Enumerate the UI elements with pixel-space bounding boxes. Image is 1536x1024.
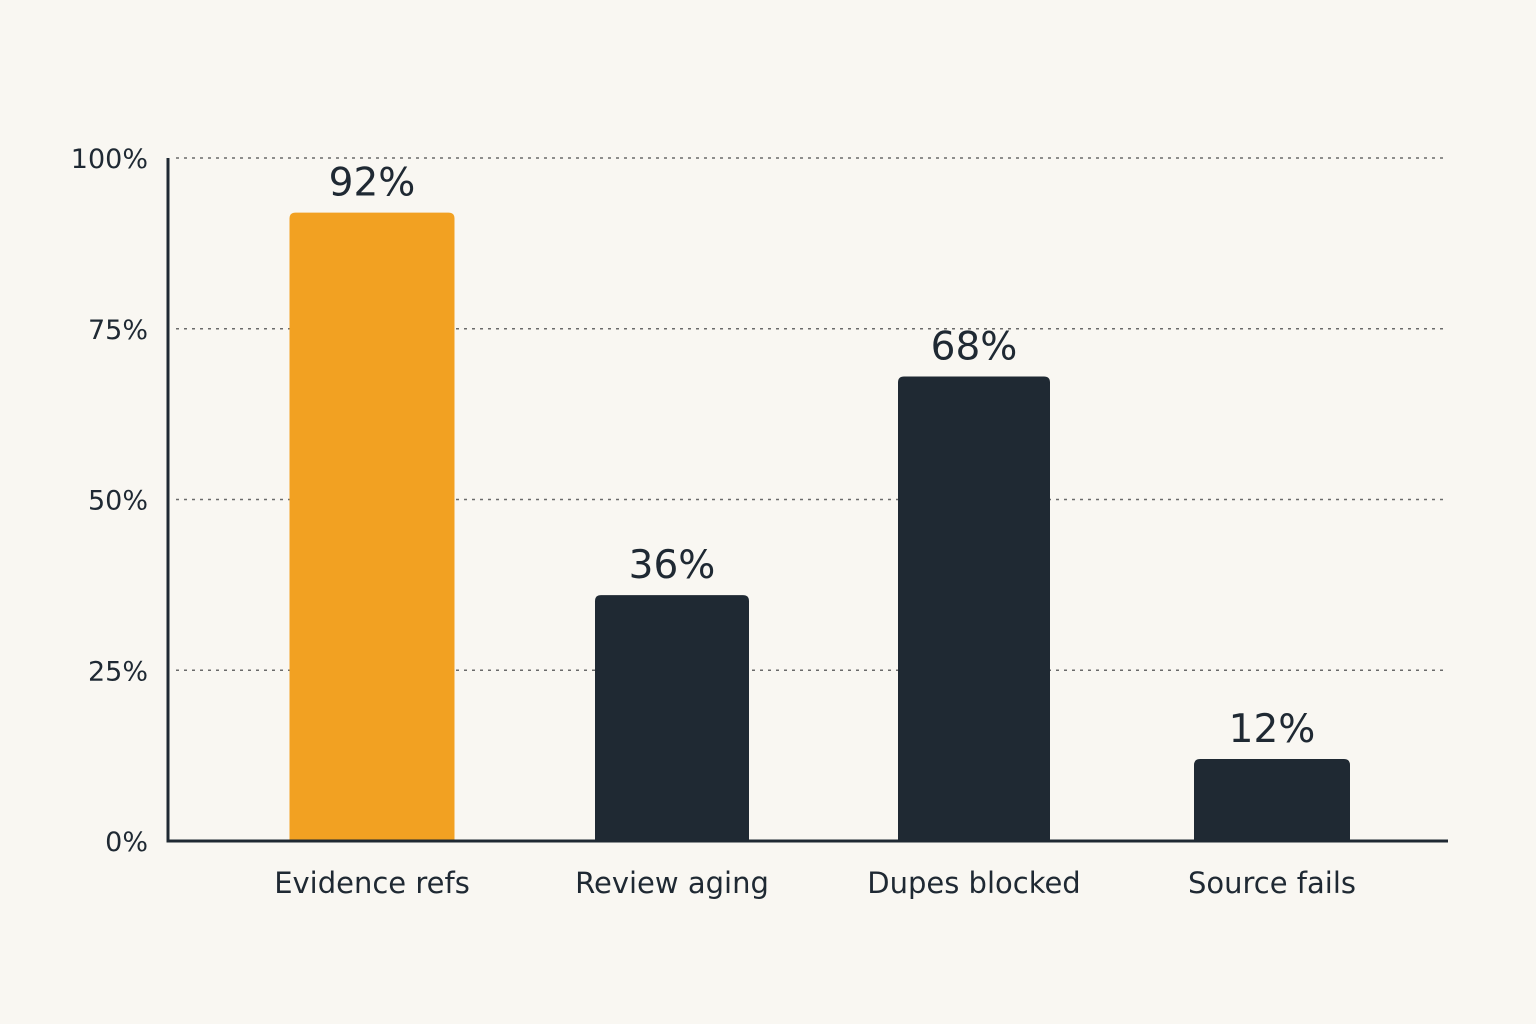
value-label: 36%: [629, 543, 716, 588]
y-tick-label: 100%: [71, 144, 148, 175]
y-tick-label: 50%: [88, 486, 148, 517]
category-label: Source fails: [1188, 866, 1356, 900]
category-labels: Evidence refs Review aging Dupes blocked So…: [274, 866, 1356, 900]
value-label: 92%: [329, 161, 416, 206]
bars: [289, 212, 1350, 841]
category-label: Dupes blocked: [867, 866, 1080, 900]
y-tick-label: 25%: [88, 656, 148, 687]
axes: [166, 158, 1448, 843]
y-tick-labels: 0% 25% 50% 75% 100%: [71, 144, 148, 858]
y-tick-label: 75%: [88, 315, 148, 346]
y-tick-label: 0%: [105, 827, 148, 858]
value-label: 68%: [931, 325, 1018, 370]
bar: [1194, 759, 1350, 841]
bar: [595, 595, 749, 841]
gridlines: [176, 157, 1446, 672]
value-label: 12%: [1229, 707, 1316, 752]
value-labels: 92% 36% 68% 12%: [329, 161, 1316, 752]
bar: [898, 376, 1050, 841]
category-label: Evidence refs: [274, 866, 470, 900]
category-label: Review aging: [575, 866, 769, 900]
bar: [289, 212, 455, 841]
